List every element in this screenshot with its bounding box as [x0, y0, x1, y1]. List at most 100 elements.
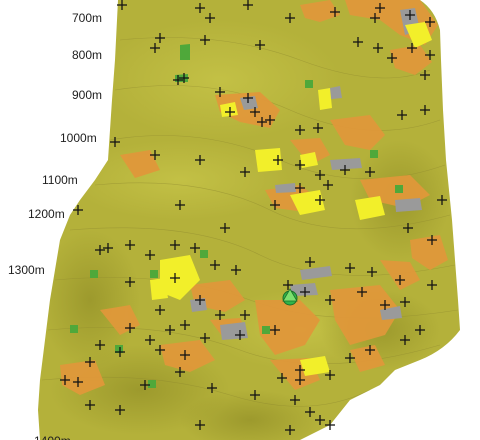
plus-marker-icon[interactable]	[240, 310, 250, 320]
plus-marker-icon[interactable]	[145, 250, 155, 260]
plus-marker-icon[interactable]	[180, 320, 190, 330]
plus-marker-icon[interactable]	[195, 155, 205, 165]
plus-marker-icon[interactable]	[125, 277, 135, 287]
plus-marker-icon[interactable]	[323, 180, 333, 190]
plus-marker-icon[interactable]	[367, 267, 377, 277]
plus-marker-icon[interactable]	[425, 17, 435, 27]
plus-marker-icon[interactable]	[220, 223, 230, 233]
plus-marker-icon[interactable]	[313, 123, 323, 133]
plus-marker-icon[interactable]	[270, 200, 280, 210]
plus-marker-icon[interactable]	[405, 10, 415, 20]
plus-marker-icon[interactable]	[210, 260, 220, 270]
plus-marker-icon[interactable]	[365, 345, 375, 355]
plus-marker-icon[interactable]	[283, 280, 293, 290]
plus-marker-icon[interactable]	[215, 310, 225, 320]
plus-marker-icon[interactable]	[195, 295, 205, 305]
plus-marker-icon[interactable]	[353, 37, 363, 47]
plus-marker-icon[interactable]	[273, 155, 283, 165]
plus-marker-icon[interactable]	[365, 167, 375, 177]
plus-marker-icon[interactable]	[95, 340, 105, 350]
plus-marker-icon[interactable]	[305, 407, 315, 417]
plus-marker-icon[interactable]	[207, 383, 217, 393]
plus-marker-icon[interactable]	[117, 0, 127, 10]
plus-marker-icon[interactable]	[155, 33, 165, 43]
plus-marker-icon[interactable]	[325, 295, 335, 305]
plus-marker-icon[interactable]	[373, 43, 383, 53]
plus-marker-icon[interactable]	[200, 35, 210, 45]
plus-marker-icon[interactable]	[243, 93, 253, 103]
plus-marker-icon[interactable]	[407, 43, 417, 53]
plus-marker-icon[interactable]	[420, 105, 430, 115]
plus-marker-icon[interactable]	[205, 13, 215, 23]
plus-marker-icon[interactable]	[315, 195, 325, 205]
plus-marker-icon[interactable]	[95, 245, 105, 255]
plus-marker-icon[interactable]	[235, 330, 245, 340]
plus-marker-icon[interactable]	[155, 345, 165, 355]
plus-marker-icon[interactable]	[250, 107, 260, 117]
plus-marker-icon[interactable]	[403, 223, 413, 233]
plus-marker-icon[interactable]	[195, 420, 205, 430]
plus-marker-icon[interactable]	[85, 400, 95, 410]
plus-marker-icon[interactable]	[400, 297, 410, 307]
plus-marker-icon[interactable]	[110, 137, 120, 147]
plus-marker-icon[interactable]	[225, 107, 235, 117]
plus-marker-icon[interactable]	[295, 160, 305, 170]
plus-marker-icon[interactable]	[427, 235, 437, 245]
plus-marker-icon[interactable]	[300, 287, 310, 297]
plus-marker-icon[interactable]	[397, 110, 407, 120]
plus-marker-icon[interactable]	[427, 280, 437, 290]
plus-marker-icon[interactable]	[315, 415, 325, 425]
plus-marker-icon[interactable]	[200, 333, 210, 343]
plus-marker-icon[interactable]	[285, 13, 295, 23]
plus-marker-icon[interactable]	[170, 273, 180, 283]
plus-marker-icon[interactable]	[285, 425, 295, 435]
plus-marker-icon[interactable]	[195, 3, 205, 13]
plus-marker-icon[interactable]	[73, 377, 83, 387]
plus-marker-icon[interactable]	[340, 165, 350, 175]
plus-marker-icon[interactable]	[180, 350, 190, 360]
plus-marker-icon[interactable]	[243, 0, 253, 10]
plus-marker-icon[interactable]	[325, 420, 335, 430]
plus-marker-icon[interactable]	[150, 43, 160, 53]
plus-marker-icon[interactable]	[179, 73, 189, 83]
plus-marker-icon[interactable]	[395, 275, 405, 285]
plus-marker-icon[interactable]	[357, 287, 367, 297]
plus-marker-icon[interactable]	[305, 257, 315, 267]
plus-marker-icon[interactable]	[325, 370, 335, 380]
plus-marker-icon[interactable]	[175, 200, 185, 210]
plus-marker-icon[interactable]	[125, 240, 135, 250]
plus-marker-icon[interactable]	[250, 390, 260, 400]
plus-marker-icon[interactable]	[165, 325, 175, 335]
plus-marker-icon[interactable]	[170, 240, 180, 250]
plus-marker-icon[interactable]	[125, 323, 135, 333]
plus-marker-icon[interactable]	[290, 395, 300, 405]
plus-marker-icon[interactable]	[270, 325, 280, 335]
plus-marker-icon[interactable]	[295, 125, 305, 135]
plus-marker-icon[interactable]	[415, 325, 425, 335]
plus-marker-icon[interactable]	[231, 265, 241, 275]
plus-marker-icon[interactable]	[175, 367, 185, 377]
plus-marker-icon[interactable]	[115, 405, 125, 415]
plus-marker-icon[interactable]	[265, 115, 275, 125]
plus-marker-icon[interactable]	[277, 373, 287, 383]
plus-marker-icon[interactable]	[420, 70, 430, 80]
plus-marker-icon[interactable]	[115, 347, 125, 357]
plus-marker-icon[interactable]	[330, 7, 340, 17]
plus-marker-icon[interactable]	[73, 205, 83, 215]
plus-marker-icon[interactable]	[85, 357, 95, 367]
plus-marker-icon[interactable]	[255, 40, 265, 50]
plus-marker-icon[interactable]	[60, 375, 70, 385]
plus-marker-icon[interactable]	[295, 375, 305, 385]
plus-marker-icon[interactable]	[155, 305, 165, 315]
plus-marker-icon[interactable]	[345, 353, 355, 363]
plus-marker-icon[interactable]	[425, 50, 435, 60]
plus-marker-icon[interactable]	[380, 300, 390, 310]
plus-marker-icon[interactable]	[437, 195, 447, 205]
plus-marker-icon[interactable]	[315, 170, 325, 180]
plus-marker-icon[interactable]	[375, 3, 385, 13]
plus-marker-icon[interactable]	[103, 243, 113, 253]
plus-marker-icon[interactable]	[345, 263, 355, 273]
plus-marker-icon[interactable]	[140, 380, 150, 390]
plus-marker-icon[interactable]	[150, 150, 160, 160]
triangle-marker-icon[interactable]	[282, 288, 298, 306]
